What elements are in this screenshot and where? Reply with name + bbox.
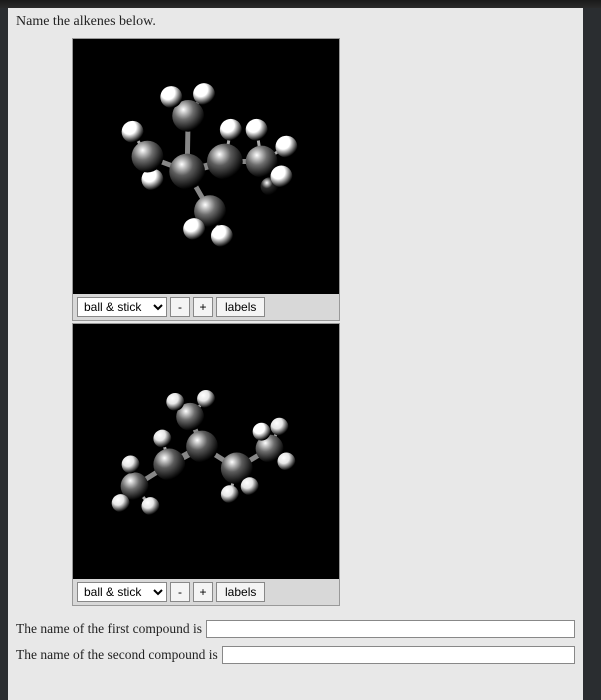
- display-style-select[interactable]: ball & stick: [77, 582, 167, 602]
- answer-1-input[interactable]: [206, 620, 575, 638]
- answer-row-2: The name of the second compound is: [14, 642, 577, 668]
- answer-section: The name of the first compound is The na…: [14, 616, 577, 668]
- question-page: Name the alkenes below. ball & stick - +…: [8, 8, 583, 700]
- molecule-viewer-1: ball & stick - + labels: [72, 38, 340, 321]
- answer-2-label: The name of the second compound is: [16, 647, 218, 663]
- zoom-out-button[interactable]: -: [170, 582, 190, 602]
- answer-1-label: The name of the first compound is: [16, 621, 202, 637]
- zoom-out-button[interactable]: -: [170, 297, 190, 317]
- labels-button[interactable]: labels: [216, 582, 265, 602]
- viewer-2-controls: ball & stick - + labels: [73, 579, 339, 605]
- answer-2-input[interactable]: [222, 646, 575, 664]
- answer-row-1: The name of the first compound is: [14, 616, 577, 642]
- question-prompt: Name the alkenes below.: [14, 12, 577, 38]
- viewer-1-controls: ball & stick - + labels: [73, 294, 339, 320]
- molecule-viewer-2: ball & stick - + labels: [72, 323, 340, 606]
- labels-button[interactable]: labels: [216, 297, 265, 317]
- zoom-in-button[interactable]: +: [193, 582, 213, 602]
- molecule-canvas-2[interactable]: [73, 324, 339, 579]
- molecule-canvas-1[interactable]: [73, 39, 339, 294]
- zoom-in-button[interactable]: +: [193, 297, 213, 317]
- display-style-select[interactable]: ball & stick: [77, 297, 167, 317]
- browser-chrome-bar: [0, 0, 601, 8]
